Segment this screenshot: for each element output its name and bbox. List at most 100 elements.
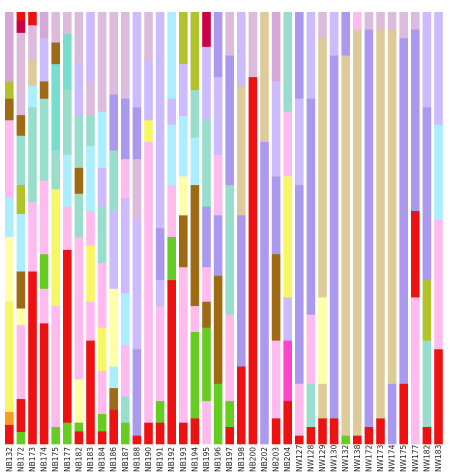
bar-nb182 [74, 12, 84, 445]
bar-segment [39, 37, 49, 82]
bar-segment [179, 266, 188, 423]
bar-segment [225, 426, 234, 445]
bar-segment [144, 59, 153, 121]
bar-segment [318, 12, 327, 39]
bar-segment [74, 288, 84, 380]
bar-nb195 [202, 12, 211, 445]
bar-segment [97, 206, 107, 263]
bar-segment [39, 253, 49, 289]
bar-segment [109, 409, 118, 445]
bar-segment [353, 29, 362, 436]
bar-segment [109, 94, 118, 151]
bar-segment [74, 236, 84, 289]
bar-segment [271, 176, 281, 255]
bar-segment [422, 426, 432, 445]
bar-segment [237, 85, 246, 216]
bar-segment [121, 396, 130, 423]
bar-segment [271, 418, 281, 445]
bar-segment [144, 120, 153, 142]
bar-segment [283, 111, 292, 177]
bar-nb193 [179, 12, 188, 445]
bar-segment [132, 12, 142, 108]
bar-segment [144, 422, 153, 445]
bar-segment [121, 344, 130, 397]
bar-segment [225, 55, 234, 186]
bar-segment [411, 29, 420, 212]
bar-segment [132, 107, 142, 160]
bar-segment [132, 348, 142, 436]
bars-layer [5, 12, 443, 445]
bar-nb190 [144, 12, 153, 445]
bar-nb198 [237, 12, 246, 445]
bar-nw183 [434, 12, 443, 445]
bar-segment [353, 435, 362, 445]
bar-segment [39, 180, 49, 255]
bar-segment [295, 98, 304, 186]
bar-segment [295, 184, 304, 384]
bar-segment [97, 413, 107, 432]
bar-segment [387, 383, 397, 445]
x-tick-label: NB174 [40, 447, 49, 472]
bar-nb203 [271, 12, 281, 445]
bar-segment [283, 297, 292, 341]
bar-segment [190, 89, 200, 138]
x-tick-label: NW177 [411, 444, 420, 472]
x-tick-label: NB191 [156, 447, 165, 472]
x-tick-label: NB203 [272, 447, 281, 472]
x-tick-label: NW138 [353, 444, 362, 472]
bar-segment [271, 12, 281, 82]
bar-segment [121, 292, 130, 345]
bar-segment [5, 12, 14, 82]
bar-segment [74, 422, 84, 432]
bar-segment [364, 29, 374, 428]
bar-segment [74, 167, 84, 194]
bar-nb172 [16, 12, 26, 445]
bar-segment [202, 46, 211, 121]
bar-segment [318, 418, 327, 445]
x-tick-label: NB204 [283, 447, 292, 472]
bar-segment [121, 422, 130, 445]
bar-nb183 [86, 12, 95, 445]
x-tick-label: NW127 [295, 444, 304, 472]
bar-segment [28, 12, 37, 26]
bar-segment [434, 12, 443, 125]
bar-segment [155, 279, 165, 307]
bar-segment [155, 400, 165, 423]
bar-segment [74, 379, 84, 423]
bar-segment [74, 63, 84, 116]
bar-nw138 [353, 12, 362, 445]
bar-segment [179, 176, 188, 216]
bar-segment [109, 288, 118, 367]
bar-segment [28, 24, 37, 60]
bar-segment [39, 12, 49, 39]
bar-segment [109, 210, 118, 289]
bar-segment [376, 12, 385, 30]
x-tick-label: NB172 [16, 447, 25, 472]
bar-segment [5, 98, 14, 121]
bar-segment [283, 12, 292, 112]
bar-segment [376, 418, 385, 445]
x-tick-label: NW173 [376, 444, 385, 472]
bar-nb202 [260, 12, 269, 445]
bar-segment [318, 383, 327, 419]
bar-segment [167, 124, 176, 186]
bar-segment [121, 12, 130, 99]
x-tick-label: NB195 [202, 447, 211, 472]
bar-nb188 [132, 12, 142, 445]
bar-segment [86, 210, 95, 246]
x-tick-label: NB194 [190, 447, 199, 472]
x-tick-label: NB187 [121, 447, 130, 472]
bar-segment [295, 383, 304, 436]
bar-segment [132, 435, 142, 445]
x-tick-label: NB192 [167, 447, 176, 472]
bar-segment [16, 308, 26, 325]
bar-segment [51, 305, 60, 358]
bar-segment [167, 98, 176, 125]
bar-segment [5, 81, 14, 99]
bar-segment [97, 327, 107, 371]
bar-segment [16, 12, 26, 21]
bar-segment [190, 418, 200, 445]
bar-segment [283, 400, 292, 445]
bar-nw129 [318, 12, 327, 445]
bar-nw182 [422, 12, 432, 445]
